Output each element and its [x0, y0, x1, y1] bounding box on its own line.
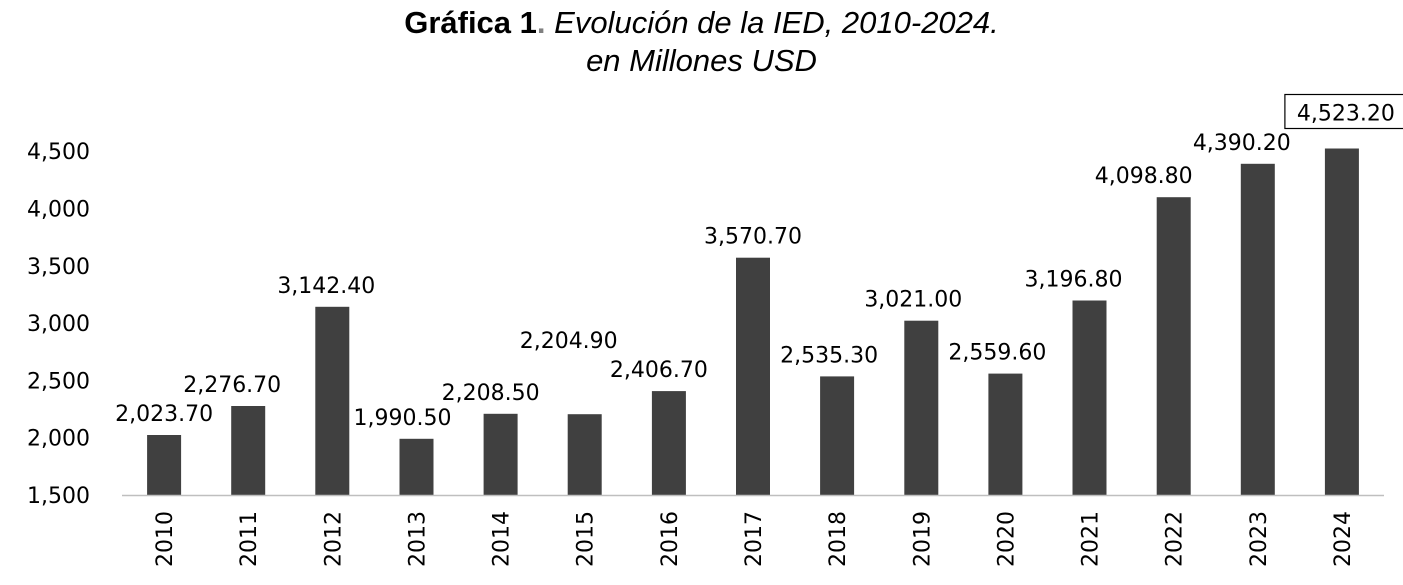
data-label-2014: 2,208.50 — [442, 381, 540, 406]
y-tick-label: 3,000 — [27, 312, 90, 337]
x-tick-label-2012: 2012 — [321, 511, 346, 567]
y-tick-label: 2,000 — [27, 427, 90, 452]
bar-2013 — [399, 438, 434, 495]
bar-2015 — [567, 414, 602, 495]
data-label-2020: 2,559.60 — [948, 341, 1046, 366]
chart-subtitle: en Millones USD — [586, 43, 817, 78]
bar-2024 — [1324, 148, 1359, 495]
y-tick-label: 4,500 — [27, 140, 90, 165]
bar-2010 — [147, 435, 182, 495]
data-label-2016: 2,406.70 — [610, 358, 708, 383]
data-label-2013: 1,990.50 — [354, 406, 452, 431]
chart-title-main: Evolución de la IED, 2010-2024. — [545, 5, 999, 40]
y-tick-label: 2,500 — [27, 369, 90, 394]
data-label-2021: 3,196.80 — [1025, 268, 1123, 293]
data-label-2017: 3,570.70 — [704, 225, 802, 250]
x-tick-label-2020: 2020 — [994, 511, 1019, 567]
data-label-2024: 4,523.20 — [1297, 102, 1395, 127]
x-tick-label-2018: 2018 — [826, 511, 851, 567]
x-tick-label-2010: 2010 — [153, 511, 178, 567]
chart-title: Gráfica 1. Evolución de la IED, 2010-202… — [0, 4, 1403, 80]
y-tick-label: 1,500 — [27, 484, 90, 509]
data-label-2010: 2,023.70 — [115, 402, 213, 427]
highlight-label-box — [1284, 93, 1403, 130]
x-tick-label-2015: 2015 — [574, 511, 599, 567]
x-tick-label-2017: 2017 — [742, 511, 767, 567]
y-tick-label: 4,000 — [27, 198, 90, 223]
x-axis: 2010 2011 2012 2013 2014 2015 2016 2017 2018 2019… — [153, 511, 1356, 567]
x-tick-label-2019: 2019 — [910, 511, 935, 567]
data-label-2018: 2,535.30 — [780, 343, 878, 368]
data-labels-group: 2,023.70 2,276.70 3,142.40 1,990.502,208.50… — [115, 93, 1403, 431]
x-tick-label-2014: 2014 — [490, 511, 515, 567]
bar-2018 — [820, 376, 855, 495]
data-label-2019: 3,021.00 — [864, 288, 962, 313]
data-label-2022: 4,098.80 — [1095, 164, 1193, 189]
bar-2017 — [736, 257, 770, 495]
bar-2021 — [1072, 300, 1107, 495]
chart-title-line-1: Gráfica 1. Evolución de la IED, 2010-202… — [0, 4, 1403, 42]
bar-2023 — [1240, 163, 1275, 496]
bar-2019 — [904, 320, 939, 495]
data-label-2023: 4,390.20 — [1193, 131, 1291, 156]
x-tick-label-2023: 2023 — [1247, 511, 1272, 567]
bar-2014 — [483, 413, 518, 495]
x-tick-label-2016: 2016 — [658, 511, 683, 567]
x-tick-label-2011: 2011 — [237, 511, 262, 567]
x-tick-label-2024: 2024 — [1331, 511, 1356, 567]
data-label-2012: 3,142.40 — [277, 274, 375, 299]
y-tick-label: 3,500 — [27, 255, 90, 280]
y-axis: 1,500 2,000 2,500 3,000 3,500 4,000 4,500 — [27, 140, 90, 509]
bar-2016 — [651, 391, 686, 495]
chart-title-separator: . — [536, 5, 546, 40]
bar-2022 — [1156, 197, 1191, 495]
bar-2011 — [231, 406, 266, 495]
bars-group — [147, 148, 1359, 496]
chart-title-prefix: Gráfica 1 — [404, 5, 537, 40]
x-tick-label-2022: 2022 — [1163, 511, 1188, 567]
bar-2012 — [315, 306, 350, 495]
x-tick-label-2013: 2013 — [406, 511, 431, 567]
x-tick-label-2021: 2021 — [1079, 511, 1104, 567]
data-label-2015: 2,204.90 — [520, 329, 618, 354]
bar-2020 — [988, 373, 1023, 495]
data-label-2011: 2,276.70 — [183, 373, 281, 398]
